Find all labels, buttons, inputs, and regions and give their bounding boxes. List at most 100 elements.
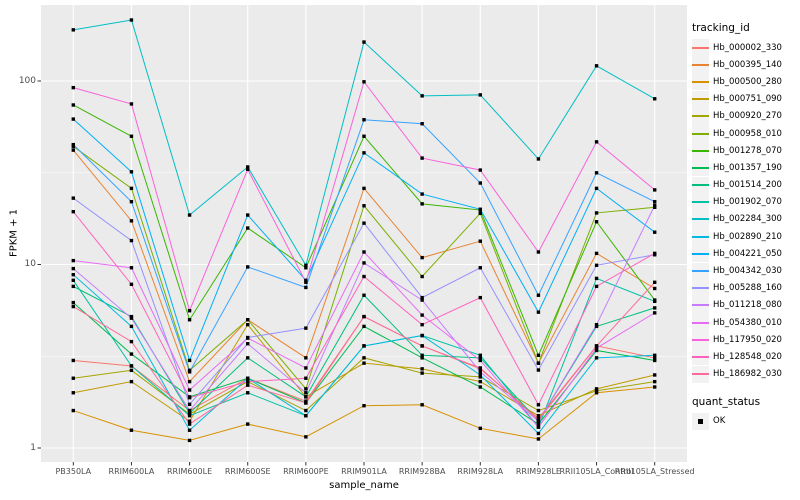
legend-key-swatch [692, 314, 709, 332]
legend-entry-label: Hb_117950_020 [713, 334, 782, 345]
data-point [653, 299, 657, 304]
data-point [478, 266, 482, 270]
legend-key-swatch [692, 159, 709, 177]
data-point [362, 314, 366, 319]
data-point [594, 356, 599, 360]
legend-entry: Hb_002284_300 [692, 210, 798, 228]
legend-key-line [692, 355, 709, 358]
data-point [536, 310, 541, 314]
data-point [594, 322, 599, 327]
legend-key-line [692, 304, 709, 307]
data-point [478, 373, 482, 377]
data-point [362, 186, 366, 191]
legend-key-swatch [692, 279, 709, 297]
data-point [478, 353, 482, 358]
data-point [420, 298, 424, 302]
legend-key-swatch [692, 348, 709, 366]
data-point [420, 255, 424, 260]
legend-key-line [692, 80, 709, 83]
legend-entry-label: Hb_004221_050 [713, 248, 782, 259]
data-point [71, 284, 75, 289]
y-axis-tick-label: 100 [18, 75, 36, 86]
legend-entry-label: Hb_128548_020 [713, 351, 782, 362]
data-point [594, 284, 599, 289]
legend-key-line [692, 338, 709, 341]
data-point [246, 322, 250, 327]
data-point [362, 250, 366, 254]
quant-status-items: OK [692, 412, 798, 430]
legend-entry-label: Hb_001278_070 [713, 145, 782, 156]
data-point [246, 383, 250, 387]
legend-entry-label: Hb_000395_140 [713, 59, 782, 70]
data-point [478, 207, 482, 211]
legend-key-swatch [692, 331, 709, 349]
data-point [129, 238, 134, 243]
x-axis-title: sample_name [329, 480, 399, 491]
square-point-icon [698, 419, 703, 424]
data-point [71, 117, 75, 121]
legend-entry-label: Hb_000500_280 [713, 76, 782, 87]
data-point [129, 339, 134, 344]
data-point [420, 344, 424, 348]
data-point [362, 293, 366, 297]
data-point [594, 324, 599, 329]
data-point [71, 258, 75, 263]
data-point [129, 364, 134, 368]
legend-entry: Hb_001514_200 [692, 176, 798, 194]
x-axis-tick-label: RRIM600PE [283, 467, 329, 476]
legend-key-swatch [692, 193, 709, 211]
data-point [71, 272, 75, 277]
data-point [71, 103, 75, 107]
legend-key-line [692, 321, 709, 324]
data-point [304, 408, 308, 413]
legend-items: Hb_000002_330 Hb_000395_140 Hb_000500_280 H… [692, 39, 798, 383]
x-axis-tick-label: RRIM901LA [341, 467, 387, 476]
legend-entry-label: Hb_186982_030 [713, 369, 782, 380]
data-point [478, 358, 482, 363]
data-point [304, 366, 308, 370]
data-point [187, 411, 192, 415]
data-point [653, 311, 657, 315]
data-point [594, 64, 599, 68]
data-point [304, 401, 308, 405]
data-point [246, 379, 250, 384]
legend-entry: Hb_000920_270 [692, 107, 798, 125]
data-point [71, 358, 75, 363]
legend-key-line [692, 287, 709, 290]
data-point [478, 168, 482, 172]
data-point [536, 353, 541, 358]
data-point [187, 408, 192, 413]
data-point [71, 196, 75, 200]
data-point [304, 263, 308, 268]
data-point [71, 391, 75, 395]
data-point [187, 413, 192, 418]
data-point [594, 171, 599, 175]
legend-entry: Hb_117950_020 [692, 331, 798, 349]
x-axis-tick-label: PB350LA [55, 467, 92, 476]
data-point [246, 422, 250, 426]
legend-entry: Hb_011218_080 [692, 296, 798, 314]
data-point [536, 431, 541, 436]
x-axis-tick-label: RRII105LA_Control [559, 467, 634, 476]
data-point [129, 352, 134, 356]
legend-key-line [692, 218, 709, 221]
data-point [304, 278, 308, 283]
legend-key-swatch [692, 39, 709, 57]
data-point [362, 204, 366, 208]
data-point [304, 391, 308, 395]
data-point [187, 428, 192, 432]
legend-entry: Hb_001357_190 [692, 159, 798, 177]
data-point [304, 285, 308, 290]
data-point [362, 40, 366, 44]
data-point [653, 97, 657, 101]
legend-key-swatch [692, 296, 709, 314]
data-point [478, 93, 482, 97]
data-point [594, 389, 599, 393]
data-point [71, 408, 75, 413]
legend-entry: Hb_000500_280 [692, 73, 798, 91]
data-point [187, 358, 192, 363]
legend-entry: Hb_001902_070 [692, 193, 798, 211]
legend-entry: Hb_000751_090 [692, 90, 798, 108]
y-axis-tick-label: 10 [24, 259, 36, 269]
data-point [129, 282, 134, 287]
